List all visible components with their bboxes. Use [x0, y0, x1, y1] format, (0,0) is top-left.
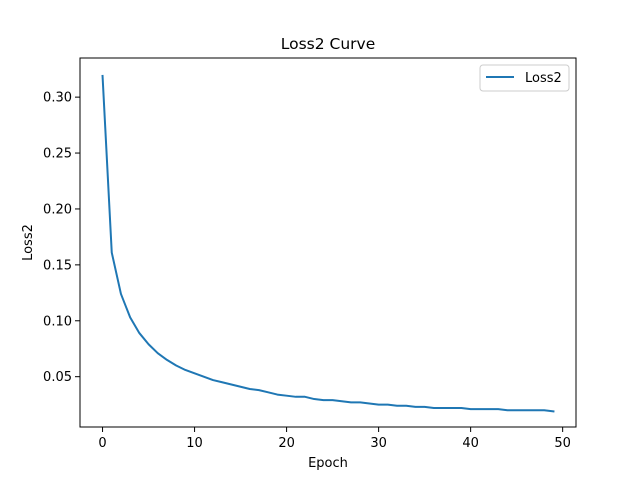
y-tick-label: 0.25 — [43, 147, 72, 162]
x-tick-label: 50 — [554, 436, 571, 451]
legend: Loss2 — [479, 64, 570, 92]
x-tick-label: 30 — [370, 436, 387, 451]
x-tick-label: 20 — [278, 436, 295, 451]
x-tick-label: 40 — [462, 436, 479, 451]
plot-frame — [79, 57, 577, 428]
legend-box — [479, 64, 570, 92]
chart-title: Loss2 Curve — [281, 35, 376, 53]
y-axis-label: Loss2 — [21, 224, 36, 261]
x-tick-label: 0 — [98, 436, 106, 451]
x-tick-label: 10 — [186, 436, 203, 451]
series-line-loss2 — [101, 74, 555, 413]
x-axis-label: Epoch — [308, 456, 348, 471]
y-tick-label: 0.20 — [43, 202, 72, 217]
y-tick-label: 0.05 — [43, 370, 72, 385]
plot-area — [101, 74, 555, 413]
y-tick-label: 0.15 — [43, 258, 72, 273]
legend-label: Loss2 — [525, 71, 562, 86]
y-axis-ticks: 0.05 0.10 0.15 0.20 0.25 0.30 — [43, 91, 80, 385]
y-tick-label: 0.10 — [43, 314, 72, 329]
x-axis-ticks: 0 10 20 30 40 50 — [98, 427, 571, 451]
y-tick-label: 0.30 — [43, 91, 72, 106]
